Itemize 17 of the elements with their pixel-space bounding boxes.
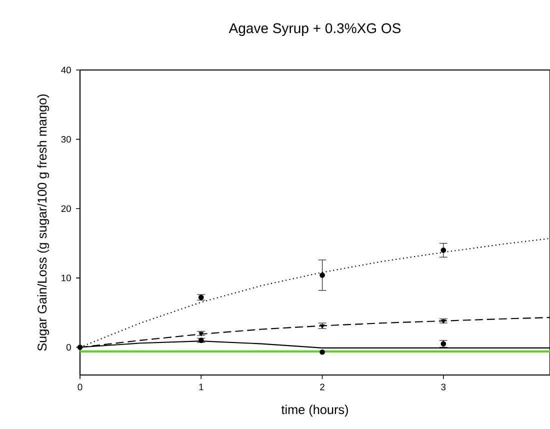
y-tick-label: 0	[66, 344, 71, 351]
x-tick-label: 0	[78, 384, 82, 390]
y-tick-label: 20	[61, 205, 71, 212]
chart-title: Agave Syrup + 0.3%XG OS	[228, 23, 401, 36]
x-axis-title: time (hours)	[281, 404, 348, 417]
point	[440, 248, 446, 253]
y-tick-label: 10	[62, 274, 71, 282]
x-tick-label: 3	[441, 384, 446, 390]
y-tick-label: 40	[61, 66, 71, 74]
point	[320, 324, 325, 328]
x-tick-label: 1	[199, 384, 204, 390]
point	[77, 344, 83, 350]
y-tick-label: 30	[61, 136, 71, 143]
point	[320, 272, 325, 278]
y-axis-title: Sugar Gain/Loss (g sugar/100 g fresh mango)	[37, 94, 50, 351]
x-tick-label: 2	[320, 384, 324, 390]
point	[320, 349, 325, 355]
